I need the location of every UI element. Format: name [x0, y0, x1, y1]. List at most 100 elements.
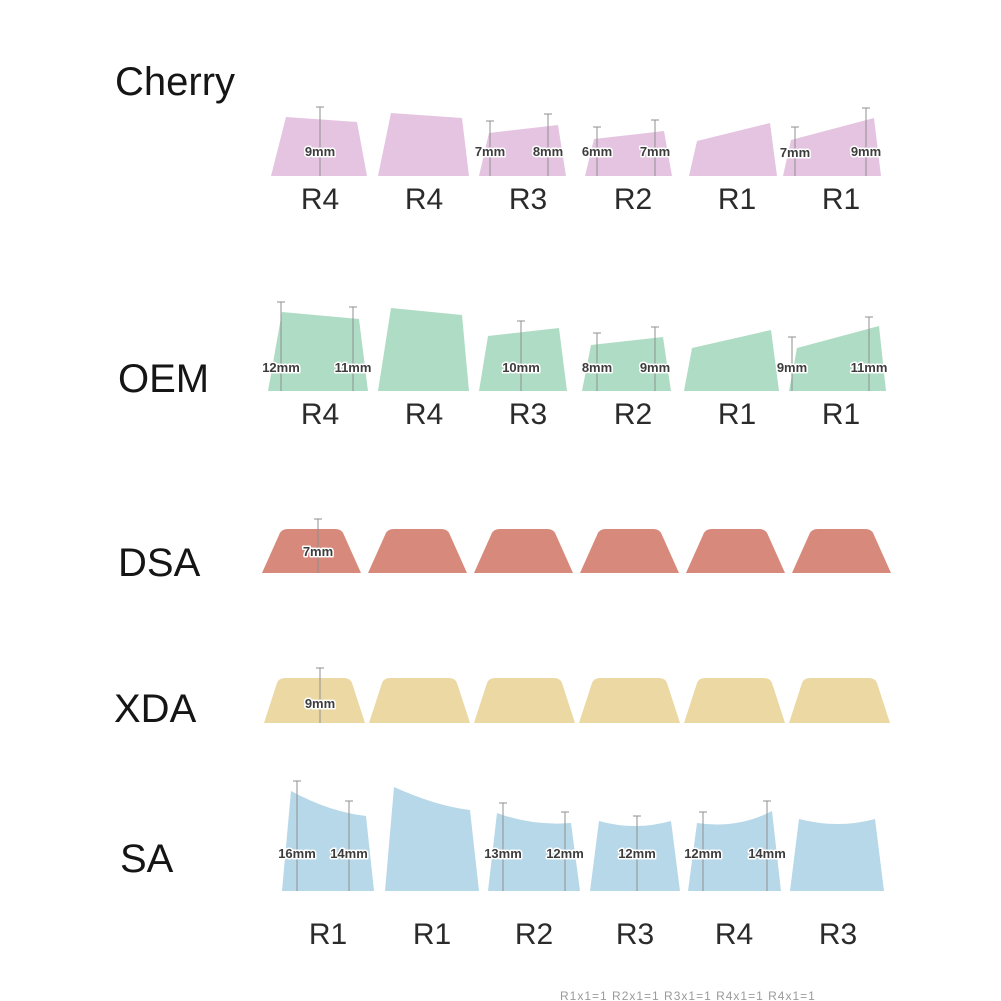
keycap-sa-r4	[688, 811, 781, 891]
keycap-sa-r3-a	[590, 821, 680, 891]
dimension-label: 7mm	[475, 144, 505, 159]
dimension-label: 6mm	[582, 144, 612, 159]
row-label: R1	[822, 183, 860, 216]
dimension-line	[763, 800, 771, 891]
dimension-line	[517, 320, 525, 391]
row-label: R4	[405, 398, 443, 431]
keycap-oem-r4-b	[378, 308, 469, 391]
keycap-xda-5	[684, 678, 785, 723]
dimension-label: 13mm	[484, 846, 522, 861]
dimension-label: 9mm	[640, 360, 670, 375]
dimension-label: 8mm	[533, 144, 563, 159]
dimension-line	[788, 336, 796, 391]
dimension-label: 8mm	[582, 360, 612, 375]
dimension-label: 9mm	[777, 360, 807, 375]
keycap-oem-r1-a	[684, 330, 779, 391]
dimension-label: 11mm	[335, 360, 372, 375]
dimension-label: 9mm	[851, 144, 881, 159]
keycap-dsa-1	[262, 529, 361, 573]
dimension-label: 7mm	[303, 544, 333, 559]
keycap-xda-6	[789, 678, 890, 723]
dimension-line	[316, 667, 324, 723]
keycap-cherry-r2	[585, 131, 672, 176]
row-label: R4	[405, 183, 443, 216]
dimension-label: 7mm	[640, 144, 670, 159]
row-label: R3	[509, 398, 547, 431]
row-label: R4	[301, 183, 339, 216]
profile-title-sa: SA	[120, 837, 174, 881]
cherry-row: Cherry 9mm 7mm 8mm 6mm 7mm 7mm 9mm R4 R4…	[115, 60, 883, 216]
keycap-sa-r1-b	[385, 787, 479, 891]
dimension-line	[699, 811, 707, 891]
keycap-sa-r3-b	[790, 819, 884, 891]
row-label: R2	[515, 918, 553, 951]
dimension-line	[499, 802, 507, 891]
row-label: R1	[822, 398, 860, 431]
keycap-cherry-r3	[479, 125, 566, 176]
dimension-line	[544, 113, 552, 176]
dsa-row: DSA 7mm	[118, 518, 891, 585]
keycap-xda-1	[264, 678, 365, 723]
profile-title-dsa: DSA	[118, 541, 201, 585]
dimension-label: 11mm	[851, 360, 888, 375]
keycap-cherry-r4-a	[271, 117, 367, 176]
keycap-sa-r2	[488, 813, 580, 891]
dimension-line	[277, 301, 285, 391]
dimension-label: 7mm	[780, 145, 810, 160]
dimension-line	[349, 306, 357, 391]
keycap-xda-3	[474, 678, 575, 723]
row-label: R2	[614, 398, 652, 431]
dimension-line	[486, 120, 494, 176]
keycap-dsa-2	[368, 529, 467, 573]
dimension-line	[865, 316, 873, 391]
row-label: R3	[509, 183, 547, 216]
dimension-line	[651, 326, 659, 391]
row-label: R4	[301, 398, 339, 431]
dimension-line	[561, 811, 569, 891]
row-label: R1	[309, 918, 347, 951]
oem-row: OEM 12mm 11mm 10mm 8mm 9mm 9mm 11mm R4 R…	[118, 301, 889, 431]
keycap-dsa-6	[792, 529, 891, 573]
keycap-cherry-r1-b	[783, 118, 881, 176]
keycap-cherry-r4-b	[378, 113, 469, 176]
dimension-label: 12mm	[618, 846, 656, 861]
keycap-sa-r1-a	[282, 791, 374, 891]
dimension-label: 12mm	[546, 846, 584, 861]
sa-row: SA 16mm 14mm 13mm 12mm 12mm 12mm 14mm R1…	[120, 780, 884, 951]
keycap-cherry-r1-a	[689, 123, 777, 176]
dimension-line	[293, 780, 301, 891]
dimension-label: 14mm	[330, 846, 368, 861]
keycap-xda-4	[579, 678, 680, 723]
dimension-line	[791, 126, 799, 176]
dimension-line	[651, 119, 659, 176]
keycap-dsa-5	[686, 529, 785, 573]
row-label: R1	[718, 183, 756, 216]
dimension-label: 12mm	[262, 360, 300, 375]
xda-row: XDA 9mm	[114, 667, 890, 731]
dimension-label: 12mm	[684, 846, 722, 861]
dimension-line	[593, 126, 601, 176]
row-label: R1	[718, 398, 756, 431]
keycap-oem-r1-b	[789, 326, 886, 391]
keycap-oem-r4-a	[268, 312, 368, 391]
dimension-label: 9mm	[305, 696, 335, 711]
keycap-dsa-4	[580, 529, 679, 573]
dimension-line	[862, 107, 870, 176]
dimension-label: 16mm	[278, 846, 316, 861]
footer-watermark-text: R1x1=1 R2x1=1 R3x1=1 R4x1=1 R4x1=1	[560, 989, 816, 1001]
row-label: R2	[614, 183, 652, 216]
row-label: R3	[616, 918, 654, 951]
dimension-line	[314, 518, 322, 573]
dimension-label: 14mm	[748, 846, 786, 861]
dimension-line	[316, 106, 324, 176]
row-label: R1	[413, 918, 451, 951]
dimension-line	[345, 800, 353, 891]
dimension-line	[593, 332, 601, 391]
row-label: R3	[819, 918, 857, 951]
keycap-oem-r2	[582, 337, 671, 391]
dimension-label: 10mm	[502, 360, 540, 375]
keycap-dsa-3	[474, 529, 573, 573]
dimension-line	[633, 815, 641, 891]
profile-title-cherry: Cherry	[115, 60, 235, 104]
